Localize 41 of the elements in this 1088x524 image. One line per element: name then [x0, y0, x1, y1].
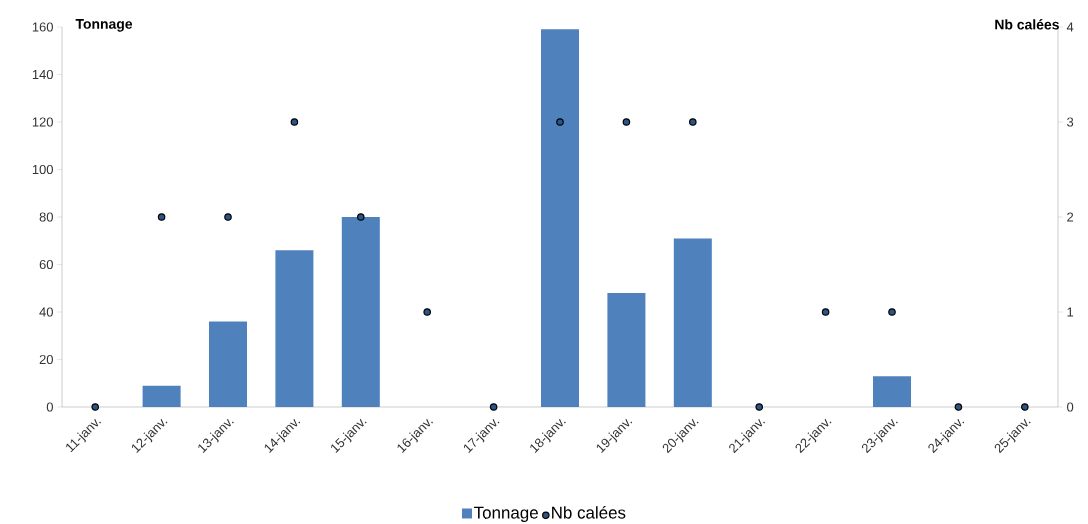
- bar: [873, 376, 912, 407]
- y-tick-label: 100: [32, 164, 53, 175]
- y-tick-label: 0: [46, 402, 53, 412]
- bar: [673, 238, 712, 407]
- legend-label: Nb calées: [552, 506, 626, 519]
- point: [821, 308, 830, 316]
- bar: [607, 293, 646, 407]
- point: [290, 118, 299, 126]
- bar: [209, 321, 247, 407]
- point: [954, 403, 963, 411]
- bar: [341, 217, 380, 407]
- y2-tick-label: 0: [1067, 402, 1074, 412]
- point: [224, 213, 232, 221]
- y-tick-label: 20: [39, 354, 53, 365]
- bar: [541, 29, 580, 407]
- point: [157, 213, 166, 221]
- bar: [142, 385, 181, 407]
- y-tick-label: 80: [39, 212, 53, 222]
- y2-tick-label: 2: [1067, 212, 1074, 222]
- point: [1021, 403, 1029, 411]
- y2-tick-label: 4: [1066, 22, 1074, 32]
- point: [755, 403, 764, 411]
- y-tick-label: 60: [39, 259, 53, 270]
- point: [489, 403, 498, 411]
- y-tick-label: 40: [39, 307, 53, 317]
- y-tick-label: 120: [32, 117, 53, 127]
- y-axis-title: Tonnage: [75, 19, 133, 32]
- point: [689, 118, 697, 126]
- point: [622, 118, 631, 126]
- y2-tick-label: 1: [1067, 307, 1074, 317]
- y2-axis-title: Nb calées: [995, 19, 1059, 30]
- bar: [275, 250, 314, 407]
- legend-label: Tonnage: [474, 506, 538, 522]
- point: [888, 308, 896, 316]
- y-tick-label: 140: [32, 69, 53, 80]
- y-tick-label: 160: [32, 22, 53, 32]
- point: [91, 403, 99, 411]
- point: [556, 118, 564, 126]
- point: [423, 308, 432, 316]
- y2-tick-label: 3: [1067, 117, 1074, 127]
- point: [357, 213, 365, 221]
